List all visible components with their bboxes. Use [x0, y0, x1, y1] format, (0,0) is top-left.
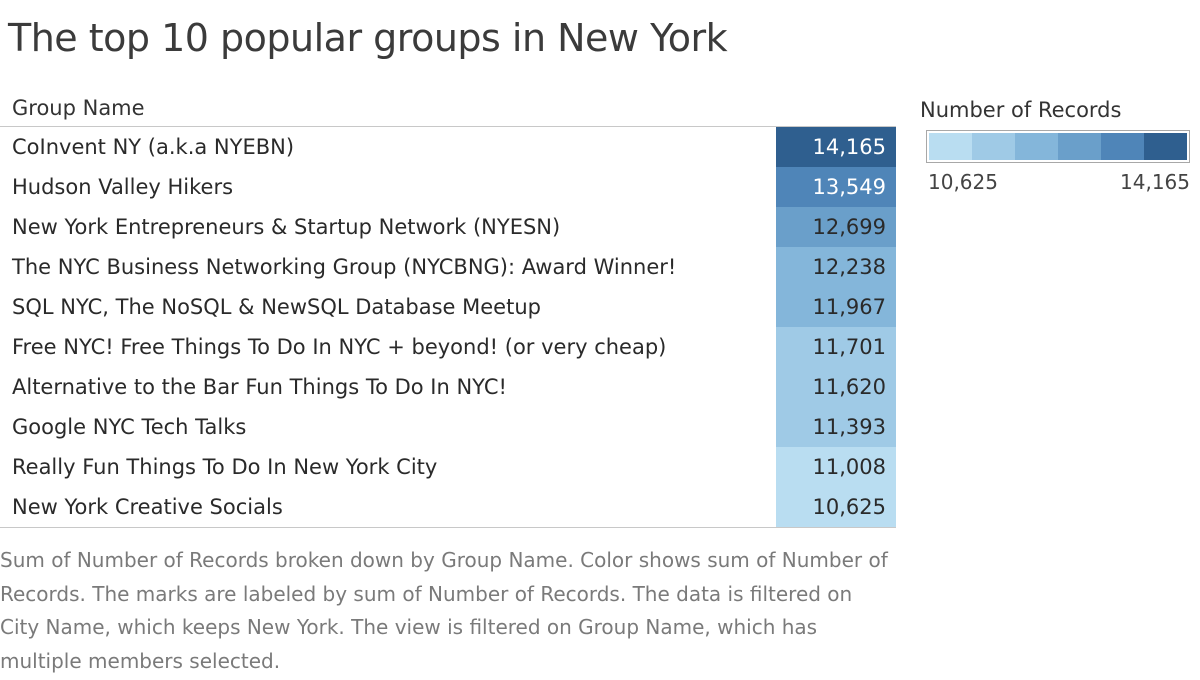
group-name-label: Alternative to the Bar Fun Things To Do …	[12, 375, 507, 399]
legend-title[interactable]: Number of Records	[920, 98, 1122, 122]
group-name-label: Really Fun Things To Do In New York City	[12, 455, 438, 479]
group-name-label: Hudson Valley Hikers	[12, 175, 234, 199]
table-row[interactable]: SQL NYC, The NoSQL & NewSQL Database Mee…	[0, 287, 896, 327]
group-name-label: SQL NYC, The NoSQL & NewSQL Database Mee…	[12, 295, 541, 319]
legend-max-label: 14,165	[1120, 170, 1190, 194]
record-count-cell[interactable]: 10,625	[776, 487, 896, 527]
legend-color-swatch	[1058, 133, 1101, 160]
legend-min-label: 10,625	[928, 170, 998, 194]
group-name-label: Free NYC! Free Things To Do In NYC + bey…	[12, 335, 667, 359]
record-count-cell[interactable]: 12,238	[776, 247, 896, 287]
group-name-label: The NYC Business Networking Group (NYCBN…	[12, 255, 677, 279]
table-row[interactable]: Really Fun Things To Do In New York City…	[0, 447, 896, 487]
table-row[interactable]: Alternative to the Bar Fun Things To Do …	[0, 367, 896, 407]
legend-color-swatch	[1015, 133, 1058, 160]
group-name-label: New York Entrepreneurs & Startup Network…	[12, 215, 561, 239]
color-legend-bar[interactable]	[926, 130, 1190, 163]
table-row[interactable]: New York Entrepreneurs & Startup Network…	[0, 207, 896, 247]
group-name-label: New York Creative Socials	[12, 495, 283, 519]
record-count-cell[interactable]: 12,699	[776, 207, 896, 247]
record-count-cell[interactable]: 11,008	[776, 447, 896, 487]
record-count-cell[interactable]: 14,165	[776, 127, 896, 167]
table-row[interactable]: Google NYC Tech Talks 11,393	[0, 407, 896, 447]
chart-title: The top 10 popular groups in New York	[8, 16, 728, 60]
data-table: CoInvent NY (a.k.a NYEBN) 14,165 Hudson Va…	[0, 126, 896, 528]
legend-color-swatch	[929, 133, 972, 160]
group-name-label: CoInvent NY (a.k.a NYEBN)	[12, 135, 295, 159]
group-name-label: Google NYC Tech Talks	[12, 415, 247, 439]
record-count-cell[interactable]: 13,549	[776, 167, 896, 207]
legend-color-swatch	[972, 133, 1015, 160]
record-count-cell[interactable]: 11,620	[776, 367, 896, 407]
table-row[interactable]: Hudson Valley Hikers 13,549	[0, 167, 896, 207]
legend-color-swatch	[1144, 133, 1187, 160]
table-row[interactable]: New York Creative Socials 10,625	[0, 487, 896, 527]
chart-caption: Sum of Number of Records broken down by …	[0, 548, 888, 673]
record-count-cell[interactable]: 11,393	[776, 407, 896, 447]
record-count-cell[interactable]: 11,967	[776, 287, 896, 327]
record-count-cell[interactable]: 11,701	[776, 327, 896, 367]
table-row[interactable]: CoInvent NY (a.k.a NYEBN) 14,165	[0, 127, 896, 167]
legend-color-swatch	[1101, 133, 1144, 160]
table-row[interactable]: Free NYC! Free Things To Do In NYC + bey…	[0, 327, 896, 367]
table-row[interactable]: The NYC Business Networking Group (NYCBN…	[0, 247, 896, 287]
column-header-group-name[interactable]: Group Name	[12, 96, 145, 120]
